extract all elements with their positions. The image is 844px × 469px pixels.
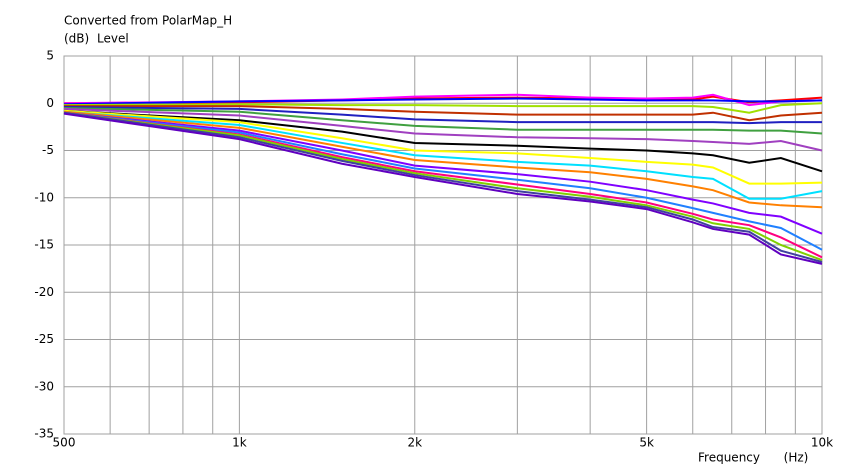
y-tick-label: -10 — [34, 190, 54, 204]
data-line — [63, 110, 823, 200]
x-tick-label: 10k — [811, 436, 833, 450]
data-line — [63, 106, 823, 135]
x-unit: (Hz) — [784, 451, 809, 465]
x-tick-label: 1k — [232, 436, 247, 450]
y-tick-label: -35 — [34, 427, 54, 441]
y-tick-label: -15 — [34, 238, 54, 252]
data-line — [63, 112, 823, 265]
y-tick-label: 5 — [46, 49, 54, 63]
y-unit: (dB) — [64, 32, 89, 46]
y-tick-label: -25 — [34, 332, 54, 346]
data-line — [63, 109, 823, 173]
x-tick-label: 5k — [639, 436, 654, 450]
data-line — [63, 111, 823, 263]
y-tick-label: -30 — [34, 379, 54, 393]
y-tick-label: -5 — [42, 143, 54, 157]
data-line — [63, 107, 823, 152]
x-tick-label: 2k — [407, 436, 422, 450]
data-line — [63, 109, 823, 185]
data-line — [63, 111, 823, 259]
data-line — [63, 97, 823, 106]
data-line — [63, 111, 823, 262]
x-tick-label: 500 — [53, 436, 76, 450]
data-line — [64, 105, 823, 122]
y-tick-label: -20 — [34, 285, 54, 299]
y-axis-label: Level — [97, 32, 129, 46]
y-tick-label: 0 — [46, 96, 54, 110]
data-line — [63, 102, 823, 114]
data-line — [63, 110, 823, 209]
data-line — [63, 111, 823, 235]
data-line — [63, 106, 822, 125]
x-axis-label: Frequency — [698, 451, 760, 465]
data-line — [63, 111, 823, 251]
chart-title: Converted from PolarMap_H — [64, 14, 232, 28]
